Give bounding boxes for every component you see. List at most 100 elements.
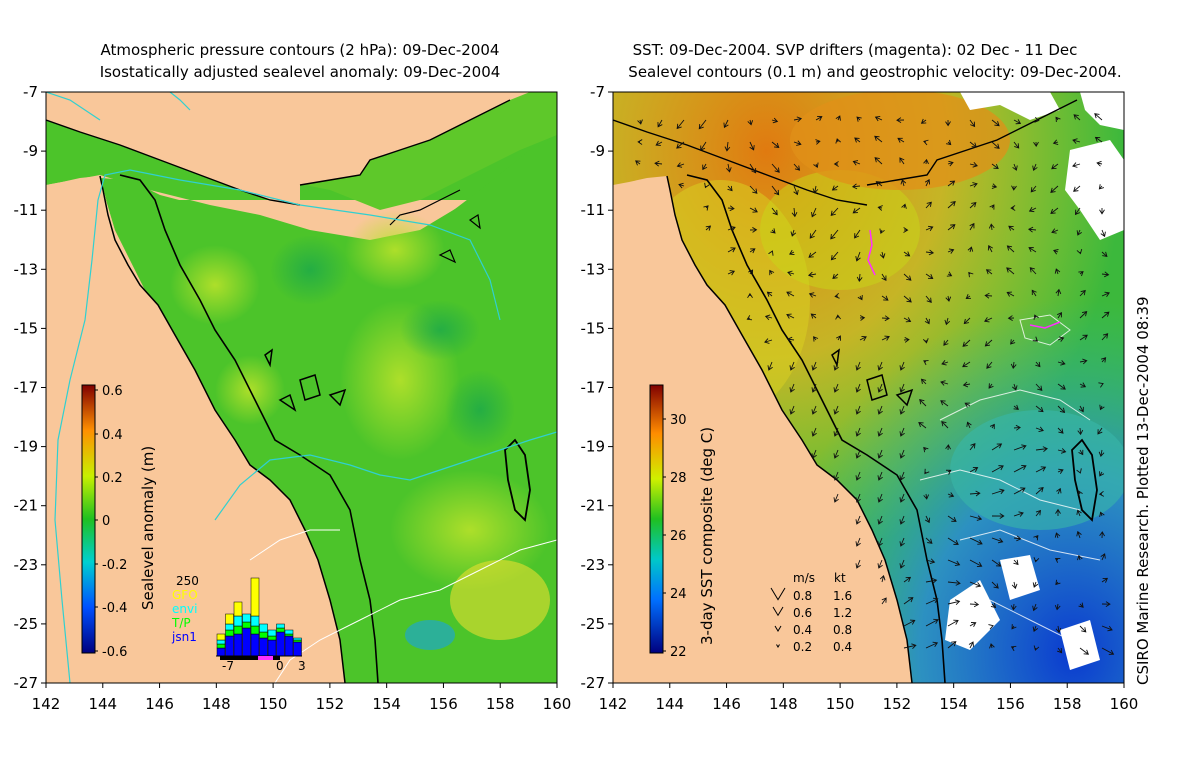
left-xtick-1: 144	[88, 695, 117, 713]
velocity-arrow	[923, 158, 929, 165]
velocity-arrow	[1101, 251, 1108, 257]
left-xtick-2: 146	[145, 695, 174, 713]
velocity-arrow	[1032, 625, 1039, 633]
velocity-arrow	[749, 227, 758, 233]
right-xtick-0: 142	[599, 695, 628, 713]
velocity-arrow	[854, 137, 861, 143]
velocity-arrow	[832, 273, 839, 280]
velocity-arrow	[947, 180, 956, 187]
velocity-arrow	[1072, 138, 1081, 144]
velocity-arrow	[833, 383, 839, 393]
histogram-bar	[259, 623, 268, 633]
velocity-arrow	[1101, 291, 1110, 297]
velocity-arrow	[767, 361, 773, 371]
velocity-key-ms-2: 0.4	[793, 623, 812, 637]
right-ytick-6: -19	[581, 438, 606, 456]
velocity-arrow	[831, 185, 839, 191]
velocity-arrow	[856, 273, 863, 283]
velocity-arrow	[1052, 139, 1059, 145]
velocity-arrow	[746, 315, 753, 321]
right-australia-land	[613, 176, 912, 683]
velocity-arrow	[852, 160, 861, 166]
velocity-arrow	[991, 581, 999, 589]
velocity-arrow	[836, 335, 841, 341]
velocity-arrow	[833, 161, 839, 167]
velocity-arrow	[947, 224, 956, 231]
velocity-arrow	[676, 141, 685, 149]
velocity-arrow	[903, 643, 917, 649]
velocity-arrow	[903, 295, 912, 303]
velocity-arrow	[749, 163, 757, 174]
velocity-arrow	[988, 223, 995, 231]
velocity-arrow	[809, 229, 817, 239]
velocity-arrow	[963, 317, 971, 325]
velocity-arrow	[947, 492, 955, 498]
velocity-arrow	[903, 337, 910, 343]
velocity-arrow	[655, 140, 663, 146]
velocity-arrow	[985, 269, 993, 275]
right-ytick-0: -7	[590, 83, 605, 101]
velocity-arrow	[877, 405, 883, 415]
velocity-arrow	[1035, 361, 1041, 368]
velocity-arrow	[1077, 427, 1084, 436]
velocity-arrow	[1079, 311, 1088, 319]
velocity-arrow	[854, 229, 861, 239]
velocity-arrow	[1073, 114, 1081, 121]
velocity-arrow	[924, 178, 931, 187]
histogram-xtick-0: -7	[222, 659, 234, 673]
velocity-arrow	[925, 201, 932, 209]
sst-tick-0: 30	[670, 413, 687, 428]
velocity-arrow	[1101, 311, 1110, 319]
velocity-arrow	[676, 119, 685, 130]
velocity-arrow	[899, 405, 905, 415]
histogram-legend-jsn1: jsn1	[171, 630, 197, 644]
velocity-arrow	[1028, 206, 1037, 213]
velocity-arrow	[855, 471, 861, 481]
velocity-arrow	[1027, 226, 1037, 233]
histogram-bar	[267, 639, 277, 657]
velocity-arrow	[811, 361, 817, 371]
velocity-arrow	[833, 449, 839, 459]
velocity-arrow	[945, 139, 952, 146]
velocity-arrow	[702, 163, 708, 171]
velocity-arrow	[727, 185, 733, 192]
velocity-arrow	[877, 205, 883, 211]
velocity-arrow	[771, 185, 780, 196]
velocity-arrow	[747, 119, 754, 126]
velocity-arrow	[947, 248, 955, 254]
histogram-bar	[242, 621, 251, 629]
velocity-arrow	[1012, 163, 1018, 171]
right-ytick-9: -25	[581, 615, 606, 633]
velocity-arrow	[964, 402, 971, 408]
velocity-arrow	[723, 119, 729, 129]
velocity-arrow	[899, 493, 905, 503]
velocity-arrow	[1072, 162, 1081, 168]
velocity-key-header-kt: kt	[834, 571, 846, 585]
histogram-bar	[259, 631, 268, 639]
velocity-arrow	[925, 537, 933, 544]
histogram-xtick-1: 0	[276, 659, 284, 673]
velocity-arrow	[899, 427, 905, 437]
velocity-arrow	[1008, 225, 1015, 231]
velocity-arrow	[855, 405, 861, 415]
velocity-arrow	[986, 361, 993, 369]
histogram-bar	[250, 633, 260, 657]
velocity-arrow	[899, 537, 905, 547]
velocity-arrow	[947, 641, 957, 649]
velocity-arrow	[635, 160, 641, 166]
velocity-arrow	[920, 118, 927, 124]
velocity-arrow	[1033, 557, 1040, 563]
velocity-arrow	[943, 339, 949, 346]
velocity-arrow	[789, 383, 795, 393]
sst-colorbar-label: 3-day SST composite (deg C)	[698, 427, 716, 645]
histogram-bar	[293, 639, 302, 643]
velocity-arrow	[924, 515, 931, 524]
histogram-legend-envi: envi	[172, 602, 197, 616]
velocity-arrow	[852, 207, 861, 214]
velocity-arrow	[1078, 449, 1084, 456]
histogram-bar	[225, 613, 234, 625]
velocity-arrow	[991, 183, 998, 189]
velocity-arrow	[1076, 530, 1082, 539]
histogram-bar	[284, 629, 294, 635]
right-xtick-4: 150	[826, 695, 855, 713]
